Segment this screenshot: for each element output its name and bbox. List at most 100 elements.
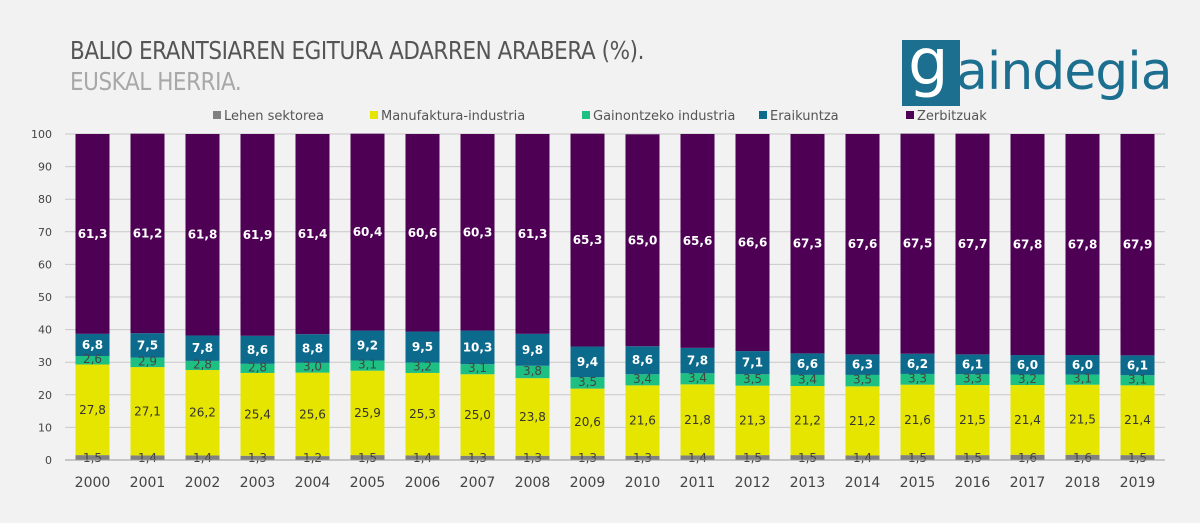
data-label: 1,5 xyxy=(743,451,762,465)
data-label: 21,4 xyxy=(1124,413,1151,427)
legend: Lehen sektorea Manufaktura-industria Gaino… xyxy=(213,109,987,124)
bar-segment xyxy=(185,360,220,371)
bar-segment xyxy=(570,455,605,460)
data-label: 3,4 xyxy=(688,371,707,385)
bar-stack: 1,6 21,5 3,16,0 67,8 xyxy=(1065,134,1100,465)
bar-segment xyxy=(350,360,385,371)
bar-segment xyxy=(790,385,825,456)
legend-swatch xyxy=(370,111,378,119)
data-label: 61,9 xyxy=(243,228,273,242)
y-tick-label: 60 xyxy=(38,258,52,271)
bar-segment xyxy=(790,353,825,375)
data-label: 21,6 xyxy=(904,413,931,427)
data-label: 1,3 xyxy=(248,451,267,465)
y-tick-label: 70 xyxy=(38,226,52,239)
y-tick-label: 30 xyxy=(38,356,52,369)
x-tick-label: 2009 xyxy=(570,475,606,491)
data-label: 67,8 xyxy=(1068,238,1098,252)
bar-segment xyxy=(460,364,495,375)
y-tick-label: 50 xyxy=(38,291,52,304)
data-label: 10,3 xyxy=(463,340,493,354)
bar-stack: 1,5 21,6 3,36,2 67,5 xyxy=(900,133,935,465)
x-tick-label: 2005 xyxy=(350,475,386,491)
legend-label: Lehen sektorea xyxy=(224,109,324,124)
data-label: 61,2 xyxy=(133,226,163,240)
data-label: 21,5 xyxy=(1069,413,1096,427)
data-label: 6,2 xyxy=(907,357,928,371)
bar-segment xyxy=(1010,454,1045,460)
bar-segment xyxy=(790,455,825,460)
data-label: 8,6 xyxy=(632,353,653,367)
y-axis: 0 10 20 30 40 50 60 70 80 90 100 xyxy=(31,128,52,467)
data-label: 67,6 xyxy=(848,237,878,251)
data-label: 21,6 xyxy=(629,414,656,428)
logo-initial: g xyxy=(908,26,949,100)
data-label: 1,2 xyxy=(303,451,322,465)
data-label: 6,0 xyxy=(1072,358,1093,372)
data-label: 8,6 xyxy=(247,343,268,357)
bar-segment xyxy=(295,456,330,460)
legend-swatch xyxy=(759,111,767,119)
bar-segment xyxy=(955,374,990,386)
data-label: 67,3 xyxy=(793,237,823,251)
chart-title: BALIO ERANTSIAREN EGITURA ADARREN ARABER… xyxy=(70,36,644,65)
data-label: 65,3 xyxy=(573,233,603,247)
bar-segment xyxy=(460,134,495,331)
bar-segment xyxy=(295,334,330,363)
data-label: 1,5 xyxy=(358,451,377,465)
data-label: 65,6 xyxy=(683,234,713,248)
bar-segment xyxy=(900,384,935,456)
data-label: 25,3 xyxy=(409,407,436,421)
data-label: 66,6 xyxy=(738,236,768,250)
data-label: 7,1 xyxy=(742,356,763,370)
bar-segment xyxy=(625,346,660,375)
data-label: 21,3 xyxy=(739,413,766,427)
bar-stack: 1,4 26,2 2,8 7,8 61,8 xyxy=(185,134,220,465)
bar-segment xyxy=(900,353,935,374)
legend-item: Zerbitzuak xyxy=(906,109,987,124)
data-label: 67,7 xyxy=(958,237,988,251)
bar-segment xyxy=(350,370,385,456)
bar-stack: 1,4 21,2 3,56,3 67,6 xyxy=(845,134,880,465)
legend-label: Zerbitzuak xyxy=(917,109,987,124)
x-tick-label: 2011 xyxy=(680,475,716,491)
bar-segment xyxy=(405,455,440,460)
bar-stack: 1,3 25,4 2,8 8,6 61,9 xyxy=(240,134,275,465)
bar-segment xyxy=(405,134,440,332)
data-label: 3,1 xyxy=(468,361,487,375)
legend-label: Manufaktura-industria xyxy=(381,109,525,124)
data-label: 6,1 xyxy=(1127,358,1148,372)
legend-label: Gainontzeko industria xyxy=(593,109,735,124)
chart-subtitle: EUSKAL HERRIA. xyxy=(70,67,242,96)
data-label: 26,2 xyxy=(189,406,216,420)
y-tick-label: 0 xyxy=(45,454,52,467)
data-label: 3,4 xyxy=(798,372,817,386)
legend-item: Eraikuntza xyxy=(759,109,839,124)
data-label: 3,2 xyxy=(1018,372,1037,386)
bar-segment xyxy=(295,362,330,373)
bar-segment xyxy=(460,455,495,460)
bar-segment xyxy=(790,134,825,354)
bar-segment xyxy=(1010,385,1045,455)
bar-segment xyxy=(680,347,715,374)
bar-segment xyxy=(185,455,220,460)
bar-segment xyxy=(845,134,880,355)
bar-segment xyxy=(240,363,275,373)
bar-segment xyxy=(515,365,550,379)
x-tick-label: 2004 xyxy=(295,475,331,491)
bar-segment xyxy=(405,362,440,373)
data-label: 6,8 xyxy=(82,338,103,352)
data-label: 1,5 xyxy=(1128,451,1147,465)
legend-swatch xyxy=(906,111,914,119)
bar-stack: 1,3 25,0 3,1 10,3 60,3 xyxy=(460,134,495,465)
legend-swatch xyxy=(582,111,590,119)
logo-mark: g xyxy=(902,26,960,106)
legend-swatch xyxy=(213,111,221,119)
gaindegia-logo: g aindegia xyxy=(900,26,1173,110)
x-tick-label: 2007 xyxy=(460,475,496,491)
bar-segment xyxy=(130,333,165,358)
bar-segment xyxy=(570,133,605,347)
bar-segment xyxy=(570,388,605,456)
x-axis: 2000 2001 2002 2003 2004 2005 2006 2007 2008 2009… xyxy=(65,459,1165,491)
